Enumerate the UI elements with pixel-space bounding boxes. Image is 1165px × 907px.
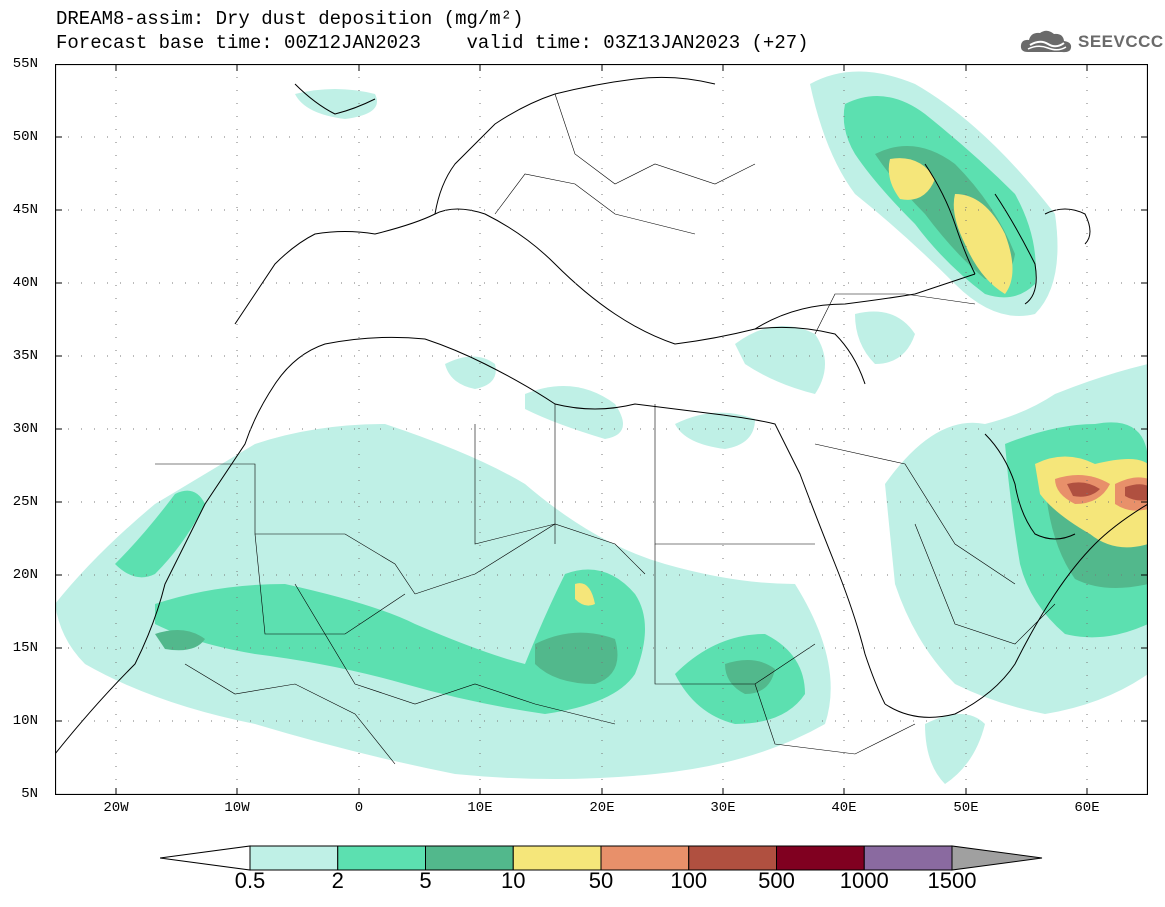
coastlines	[55, 76, 1148, 755]
lat-label: 50N	[12, 129, 38, 145]
dust-map	[55, 64, 1148, 795]
colorbar-cell	[249, 845, 339, 871]
map-subtitle: Forecast base time: 00Z12JAN2023 valid t…	[56, 32, 809, 54]
map-title: DREAM8-assim: Dry dust deposition (mg/m²…	[56, 8, 524, 30]
lon-label: 50E	[953, 800, 979, 816]
dust-field-level-6	[1067, 482, 1148, 501]
lon-label: 60E	[1074, 800, 1100, 816]
colorbar-cell	[512, 845, 602, 871]
logo-text: SEEVCCC	[1078, 32, 1164, 51]
lon-label: 10W	[224, 800, 250, 816]
seevccc-logo: SEEVCCC	[1018, 28, 1164, 56]
lat-label: 55N	[12, 56, 38, 72]
lat-label: 10N	[12, 713, 38, 729]
country-borders	[155, 93, 1056, 765]
lat-label: 40N	[12, 275, 38, 291]
colorbar-label: 1000	[839, 868, 889, 893]
colorbar-label: 10	[501, 868, 526, 893]
lon-label: 0	[354, 800, 364, 816]
axis-ticks	[55, 64, 1148, 795]
lon-label: 20W	[103, 800, 129, 816]
colorbar-high-end	[951, 845, 1043, 871]
lon-label: 20E	[589, 800, 615, 816]
colorbar-label: 500	[758, 868, 795, 893]
lat-label: 30N	[12, 421, 38, 437]
colorbar-cell	[688, 845, 777, 871]
colorbar-label: 50	[588, 868, 614, 893]
colorbar	[160, 845, 1043, 871]
lat-label: 15N	[12, 640, 38, 656]
colorbar-cell	[863, 845, 953, 871]
colorbar-low-end	[160, 845, 251, 871]
colorbar-cell	[337, 845, 426, 871]
colorbar-label: 2	[331, 868, 344, 893]
lat-label: 45N	[12, 202, 38, 218]
colorbar-label: 1500	[927, 868, 977, 893]
colorbar-label: 0.5	[234, 868, 266, 893]
colorbar-cell	[776, 845, 865, 871]
lat-label: 25N	[12, 494, 38, 510]
lon-label: 40E	[831, 800, 857, 816]
colorbar-cell	[600, 845, 690, 871]
lat-label: 35N	[12, 348, 38, 364]
lat-label: 5N	[21, 786, 38, 802]
colorbar-label: 5	[419, 868, 432, 893]
cloud-icon	[1020, 30, 1072, 53]
graticule	[55, 64, 1148, 795]
colorbar-label: 100	[670, 868, 708, 893]
lat-label: 20N	[12, 567, 38, 583]
lon-label: 10E	[467, 800, 493, 816]
colorbar-cell	[425, 845, 514, 871]
lon-label: 30E	[710, 800, 736, 816]
